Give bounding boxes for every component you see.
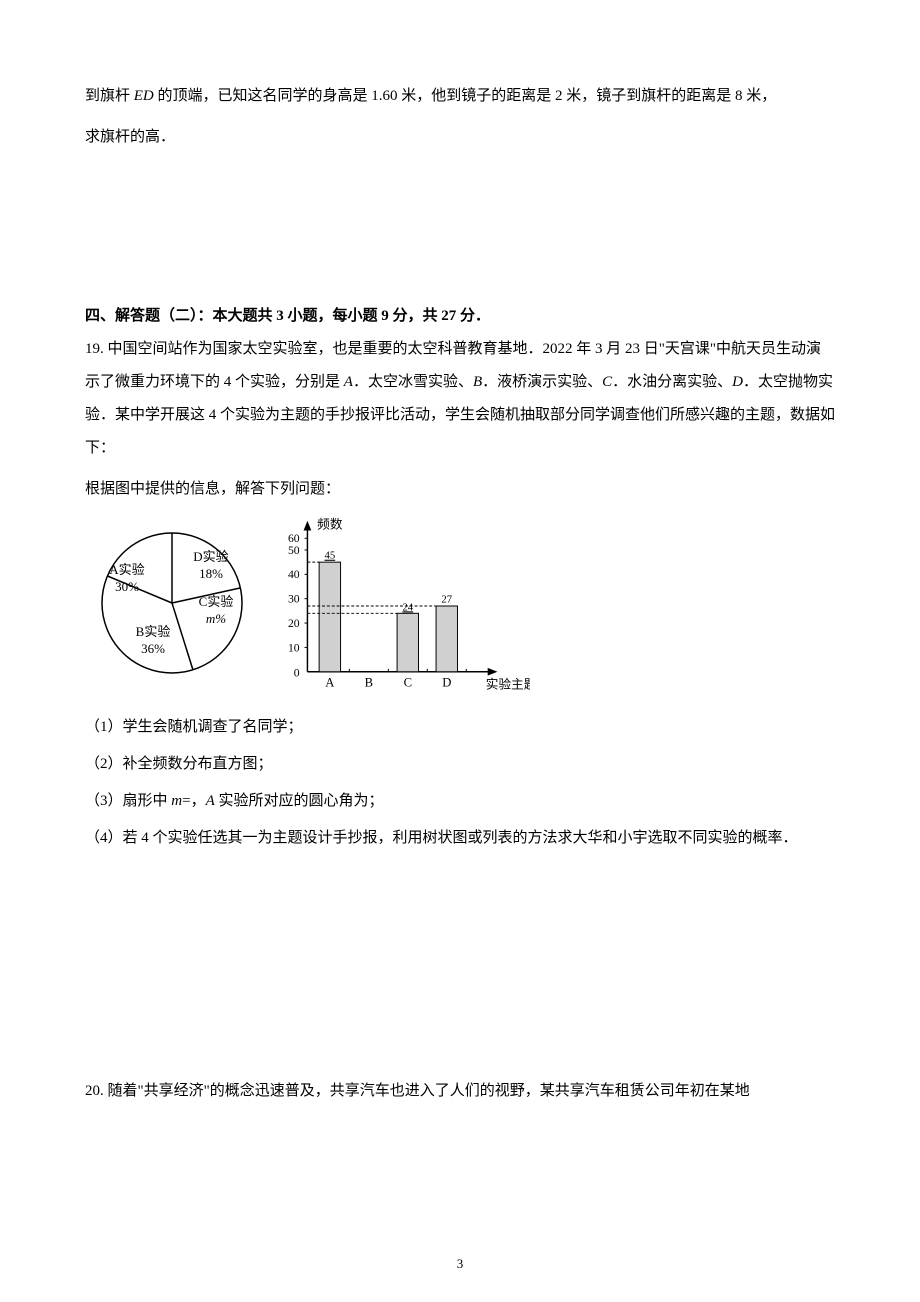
ytick-50: 50	[288, 544, 300, 557]
var-ed: ED	[134, 88, 154, 104]
intro-line2: 求旗杆的高．	[85, 121, 835, 154]
bar-a	[319, 562, 340, 672]
ytick-40: 40	[288, 568, 300, 581]
xcat-d: D	[442, 675, 451, 689]
pie-label-b: B实验	[136, 624, 171, 639]
pie-label-c: C实验	[199, 594, 234, 609]
bar-c	[397, 613, 418, 671]
q19-sub4: （4）若 4 个实验任选其一为主题设计手抄报，利用树状图或列表的方法求大华和小宇…	[85, 822, 835, 855]
charts-container: D实验 18% A实验 30% C实验 m% B实验 36% 频数 实验主题 0…	[85, 516, 835, 701]
y-axis-label: 频数	[317, 518, 343, 532]
xcat-c: C	[404, 675, 412, 689]
q19-intro: 19. 中国空间站作为国家太空实验室，也是重要的太空科普教育基地．2022 年 …	[85, 333, 835, 465]
xcat-a: A	[325, 675, 335, 689]
ytick-0: 0	[294, 667, 300, 680]
bar-d	[436, 606, 457, 672]
q19-sub3: （3）扇形中 m=，A 实验所对应的圆心角为；	[85, 785, 835, 818]
pie-pct-c: m%	[206, 611, 226, 626]
ytick-10: 10	[288, 641, 300, 654]
pie-pct-a: 30%	[115, 579, 139, 594]
xcat-b: B	[365, 675, 373, 689]
intro-line1: 到旗杆 ED 的顶端，已知这名同学的身高是 1.60 米，他到镜子的距离是 2 …	[85, 80, 835, 113]
q19-sub2: （2）补全频数分布直方图；	[85, 748, 835, 781]
ytick-60: 60	[288, 532, 300, 545]
bar-c-value: 24	[402, 601, 413, 613]
pie-label-a: A实验	[109, 562, 144, 577]
bar-d-value: 27	[441, 594, 452, 606]
pie-label-d: D实验	[193, 549, 228, 564]
pie-chart: D实验 18% A实验 30% C实验 m% B实验 36%	[85, 516, 260, 691]
pie-pct-b: 36%	[141, 641, 165, 656]
ytick-30: 30	[288, 593, 300, 606]
q20-text: 20. 随着"共享经济"的概念迅速普及，共享汽车也进入了人们的视野，某共享汽车租…	[85, 1075, 835, 1108]
q19-instruction: 根据图中提供的信息，解答下列问题：	[85, 473, 835, 506]
bar-a-value: 45	[324, 550, 335, 562]
page-number: 3	[457, 1256, 464, 1272]
pie-pct-d: 18%	[199, 566, 223, 581]
x-axis-label: 实验主题	[486, 676, 530, 691]
ytick-20: 20	[288, 617, 300, 630]
section4-title: 四、解答题（二）：本大题共 3 小题，每小题 9 分，共 27 分．	[85, 304, 835, 325]
q19-sub1: （1）学生会随机调查了名同学；	[85, 711, 835, 744]
bar-chart: 频数 实验主题 0 10 20 30 40 50 60 45 A B 24 C	[270, 511, 530, 701]
